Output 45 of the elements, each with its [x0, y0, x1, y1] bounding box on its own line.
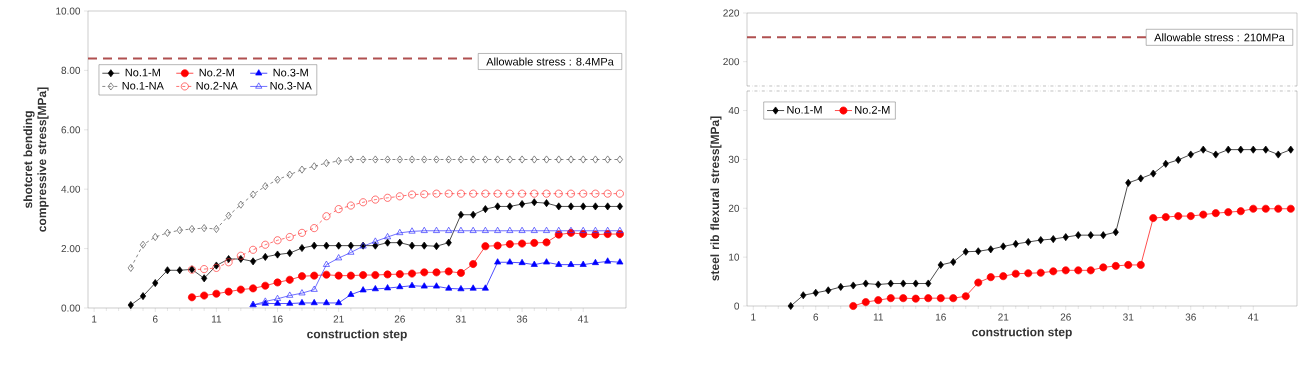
y-tick-label: 30 [728, 155, 740, 163]
x-tick-label: 1 [751, 313, 756, 321]
y-tick-label: 8.00 [61, 66, 81, 74]
x-tick-label: 26 [394, 315, 405, 323]
y-axis-title: steel rib flexural stress[MPa] [710, 116, 722, 281]
legend-label: No.2-M [855, 105, 890, 114]
ref-line-label: Allowable stress : 210MPa [1154, 33, 1285, 42]
x-tick-label: 41 [1247, 313, 1259, 321]
x-tick-label: 36 [516, 315, 528, 323]
x-tick-label: 11 [873, 313, 883, 321]
y-tick-label: 6.00 [61, 126, 81, 134]
x-tick-label: 1 [92, 315, 97, 323]
y-tick-label: 40 [728, 107, 740, 115]
legend-label: No.2-NA [196, 81, 238, 90]
y-tick-label: 220 [723, 9, 740, 17]
legend-label: No.1-M [787, 106, 822, 114]
y-tick-label: 10.00 [56, 7, 81, 15]
legend-label: No.1-NA [122, 81, 164, 90]
legend-label: No.1-M [125, 68, 160, 77]
x-tick-label: 21 [333, 315, 344, 323]
y-axis-title: shotcret bending compressive stress[MPa] [23, 87, 49, 232]
x-tick-label: 21 [998, 313, 1009, 321]
y-tick-label: 4.00 [61, 185, 81, 193]
x-tick-label: 16 [272, 315, 283, 323]
y-tick-label: 0 [734, 302, 740, 310]
legend-label: No.3-NA [270, 81, 312, 90]
x-tick-label: 26 [1060, 313, 1071, 321]
x-tick-label: 41 [577, 315, 589, 323]
x-axis-title: construction step [972, 327, 1072, 339]
y-tick-label: 2.00 [61, 245, 81, 253]
y-tick-label: 200 [723, 58, 740, 66]
y-tick-label: 0.00 [61, 304, 81, 312]
x-tick-label: 6 [813, 313, 819, 321]
y-tick-label: 10 [729, 253, 740, 261]
x-tick-label: 31 [1123, 313, 1134, 321]
ref-line-label: Allowable stress : 8.4MPa [486, 57, 614, 66]
legend-label: No.3-M [273, 68, 308, 77]
x-tick-label: 16 [935, 313, 946, 321]
x-axis-title: construction step [307, 329, 407, 341]
x-tick-label: 31 [455, 315, 467, 323]
x-tick-label: 36 [1185, 313, 1196, 321]
x-tick-label: 6 [152, 315, 158, 323]
x-tick-label: 11 [211, 315, 222, 323]
y-tick-label: 20 [728, 204, 740, 212]
legend-label: No.2-M [199, 68, 234, 77]
